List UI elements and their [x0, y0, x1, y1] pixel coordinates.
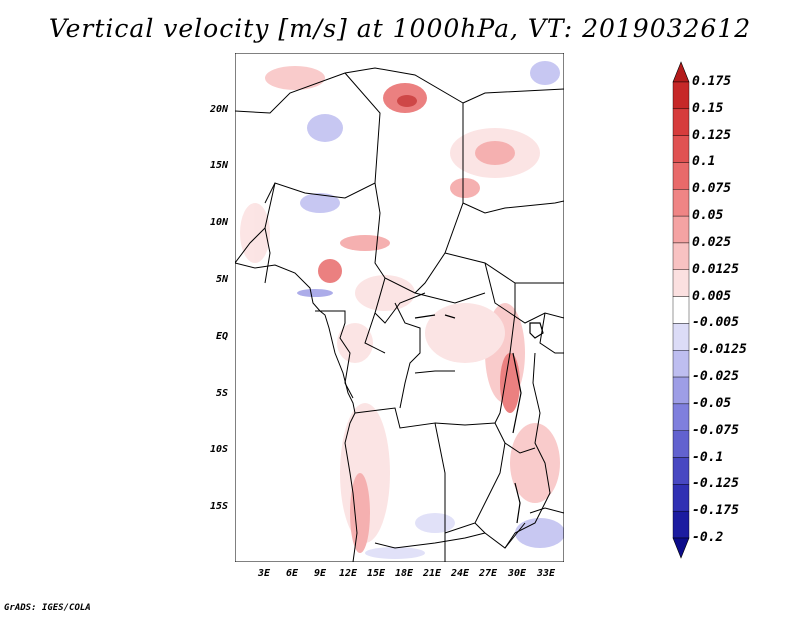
- colorbar-segment: [672, 323, 690, 351]
- colorbar-segment: [672, 350, 690, 378]
- lat-label-10s: 10S: [209, 444, 228, 455]
- lat-label-5s: 5S: [215, 388, 228, 399]
- lat-label-10n: 10N: [209, 217, 228, 228]
- colorbar-segment: [672, 215, 690, 244]
- colorbar-label: 0.05: [692, 208, 724, 224]
- colorbar-segment: [672, 81, 690, 110]
- colorbar-segment: [672, 108, 690, 136]
- colorbar-segment: [672, 162, 690, 190]
- lon-label-33e: 33E: [536, 568, 556, 579]
- lon-label-24e: 24E: [450, 568, 470, 579]
- colorbar-segment: [672, 296, 690, 324]
- colorbar-label: -0.1: [692, 449, 724, 465]
- lon-label-21e: 21E: [422, 568, 442, 579]
- colorbar-label: 0.1: [692, 154, 716, 170]
- lat-label-5n: 5N: [215, 274, 228, 285]
- colorbar: [672, 61, 690, 559]
- colorbar-bottom-arrow: [672, 537, 690, 559]
- colorbar-label: -0.025: [692, 369, 739, 385]
- country-borders: [235, 67, 564, 562]
- lat-label-15s: 15S: [209, 501, 228, 512]
- colorbar-segment: [672, 510, 690, 539]
- colorbar-segment: [672, 135, 690, 163]
- lat-label-eq: EQ: [215, 331, 228, 342]
- lon-label-15e: 15E: [366, 568, 386, 579]
- lat-label-15n: 15N: [209, 160, 228, 171]
- colorbar-label: 0.175: [692, 74, 732, 89]
- colorbar-label: 0.125: [692, 127, 732, 143]
- colorbar-label: -0.0125: [692, 342, 747, 358]
- map-plot: [235, 53, 564, 562]
- colorbar-segment: [672, 484, 690, 512]
- colorbar-label: -0.075: [692, 422, 739, 438]
- colorbar-label: 0.025: [692, 234, 732, 250]
- colorbar-top-arrow: [672, 61, 690, 83]
- colorbar-label: 0.075: [692, 181, 732, 197]
- colorbar-segment: [672, 430, 690, 458]
- colorbar-segment: [672, 403, 690, 431]
- lon-label-6e: 6E: [285, 568, 299, 579]
- lakes: [414, 314, 544, 524]
- colorbar-label: 0.005: [692, 288, 732, 304]
- colorbar-label: 0.15: [692, 100, 724, 116]
- colorbar-label: -0.2: [692, 530, 724, 545]
- colorbar-label: -0.175: [692, 503, 739, 519]
- lon-label-18e: 18E: [394, 568, 414, 579]
- lon-label-30e: 30E: [507, 568, 527, 579]
- lon-label-3e: 3E: [257, 568, 271, 579]
- colorbar-label: -0.05: [692, 395, 732, 411]
- lat-label-20n: 20N: [209, 104, 228, 115]
- colorbar-segment: [672, 457, 690, 485]
- lon-label-9e: 9E: [313, 568, 327, 579]
- colorbar-label: 0.0125: [692, 261, 739, 277]
- map-title: Vertical velocity [m/s] at 1000hPa, VT: …: [48, 14, 752, 43]
- colorbar-label: -0.125: [692, 476, 739, 492]
- grads-credit: GrADS: IGES/COLA: [4, 603, 91, 613]
- colorbar-segment: [672, 376, 690, 405]
- colorbar-segment: [672, 189, 690, 217]
- lon-label-12e: 12E: [338, 568, 358, 579]
- colorbar-segment: [672, 269, 690, 297]
- lon-label-27e: 27E: [478, 568, 498, 579]
- colorbar-segment: [672, 242, 690, 270]
- velocity-field: [240, 61, 564, 559]
- colorbar-label: -0.005: [692, 315, 739, 331]
